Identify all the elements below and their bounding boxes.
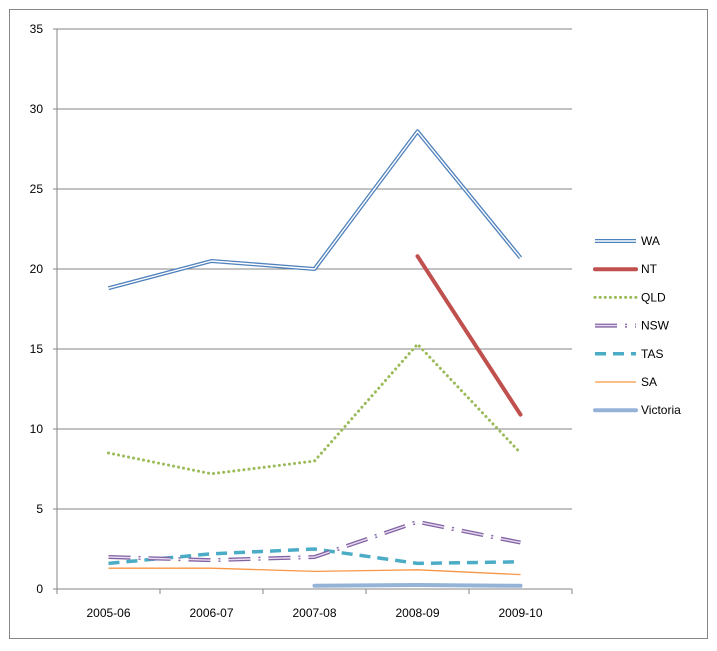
legend-label: NT [641, 262, 658, 276]
chart-frame [9, 9, 708, 639]
series-line-victoria-path [312, 583, 523, 588]
y-tick-label: 35 [30, 22, 44, 36]
legend-label: Victoria [641, 403, 681, 417]
y-tick-label: 5 [36, 502, 43, 516]
legend-label: NSW [641, 319, 670, 333]
y-tick-label: 0 [36, 582, 43, 596]
x-tick-label: 2008-09 [395, 606, 439, 620]
legend-label: TAS [641, 347, 663, 361]
legend-item-nsw: NSW [595, 319, 670, 333]
series-line-wa-outer [107, 129, 523, 291]
series-line-qld-path [107, 342, 522, 476]
y-tick-label: 30 [30, 102, 44, 116]
legend-label: SA [641, 375, 657, 389]
series-line-sa-path [108, 567, 521, 576]
legend-label: QLD [641, 290, 666, 304]
series-line-nt [415, 254, 523, 417]
x-tick-label: 2007-08 [292, 606, 336, 620]
y-tick-label: 20 [30, 262, 44, 276]
series-line-wa [107, 129, 523, 291]
x-tick-label: 2005-06 [86, 606, 130, 620]
series-line-nsw [108, 519, 521, 563]
legend-item-qld: QLD [593, 290, 666, 304]
y-tick-labels: 0 5 10 15 20 25 30 35 [30, 22, 44, 596]
series-line-sa [108, 567, 521, 576]
x-tick-labels: 2005-06 2006-07 2007-08 2008-09 2009-10 [86, 606, 542, 620]
legend-item-sa: SA [595, 375, 657, 389]
y-tick-label: 15 [30, 342, 44, 356]
series-line-victoria [312, 583, 523, 588]
series-line-tas [108, 547, 521, 566]
legend-item-nt: NT [593, 262, 658, 276]
legend-item-victoria: Victoria [593, 403, 681, 417]
series-lines [107, 129, 523, 588]
legend-item-tas: TAS [595, 347, 663, 361]
y-tick-label: 10 [30, 422, 44, 436]
series-line-nsw-outer [108, 519, 521, 563]
gridlines [57, 28, 572, 510]
series-line-tas-path [108, 547, 521, 566]
legend: WA NT QLD NSW TAS SA Victoria [593, 234, 681, 417]
x-tick-label: 2006-07 [189, 606, 233, 620]
series-line-qld [107, 342, 522, 476]
series-line-nsw-inner [108, 521, 521, 561]
x-tick-label: 2009-10 [498, 606, 542, 620]
y-tick-label: 25 [30, 182, 44, 196]
legend-label: WA [641, 234, 660, 248]
series-line-nt-path [415, 254, 523, 417]
series-line-wa-inner [108, 130, 522, 289]
legend-item-wa: WA [595, 234, 660, 248]
axes [53, 28, 573, 594]
